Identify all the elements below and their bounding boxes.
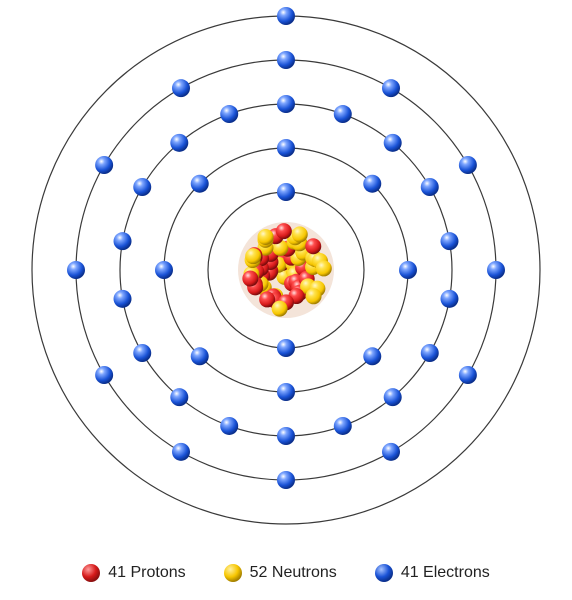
nucleus <box>238 222 334 318</box>
electron <box>459 156 477 174</box>
electron <box>133 344 151 362</box>
electron <box>155 261 173 279</box>
electron <box>277 7 295 25</box>
legend-item-protons: 41 Protons <box>82 564 185 582</box>
neutron <box>245 248 261 264</box>
legend-label-electrons: 41 Electrons <box>401 564 490 582</box>
electron <box>114 232 132 250</box>
electron <box>172 443 190 461</box>
electron <box>382 79 400 97</box>
legend: 41 Protons 52 Neutrons 41 Electrons <box>0 564 572 582</box>
electron <box>220 105 238 123</box>
legend-item-neutrons: 52 Neutrons <box>224 564 337 582</box>
electron <box>191 347 209 365</box>
electron <box>95 156 113 174</box>
electron <box>459 366 477 384</box>
proton-icon <box>82 564 100 582</box>
electron <box>133 178 151 196</box>
neutron-icon <box>224 564 242 582</box>
electron <box>421 344 439 362</box>
proton <box>276 223 292 239</box>
neutron <box>316 260 332 276</box>
electron <box>277 427 295 445</box>
electron <box>277 183 295 201</box>
electron <box>277 383 295 401</box>
electron <box>399 261 417 279</box>
electron <box>382 443 400 461</box>
electron <box>363 175 381 193</box>
neutron <box>272 301 288 317</box>
neutron <box>306 288 322 304</box>
atom-svg <box>0 0 572 540</box>
legend-label-neutrons: 52 Neutrons <box>250 564 337 582</box>
electron <box>421 178 439 196</box>
neutron <box>258 229 274 245</box>
electron <box>440 232 458 250</box>
electron <box>95 366 113 384</box>
electron <box>277 339 295 357</box>
neutron <box>292 226 308 242</box>
electron <box>277 51 295 69</box>
electron <box>220 417 238 435</box>
electron <box>334 417 352 435</box>
electron <box>384 134 402 152</box>
electron <box>277 471 295 489</box>
electron <box>170 134 188 152</box>
electron <box>384 388 402 406</box>
atom-diagram <box>0 0 572 540</box>
electron <box>170 388 188 406</box>
electron <box>440 290 458 308</box>
proton <box>305 238 321 254</box>
legend-item-electrons: 41 Electrons <box>375 564 490 582</box>
legend-label-protons: 41 Protons <box>108 564 185 582</box>
electron <box>487 261 505 279</box>
electron <box>67 261 85 279</box>
electron <box>114 290 132 308</box>
proton <box>242 271 258 287</box>
electron <box>334 105 352 123</box>
electron-icon <box>375 564 393 582</box>
electron <box>191 175 209 193</box>
electron <box>172 79 190 97</box>
electron <box>277 95 295 113</box>
electron <box>277 139 295 157</box>
electron <box>363 347 381 365</box>
